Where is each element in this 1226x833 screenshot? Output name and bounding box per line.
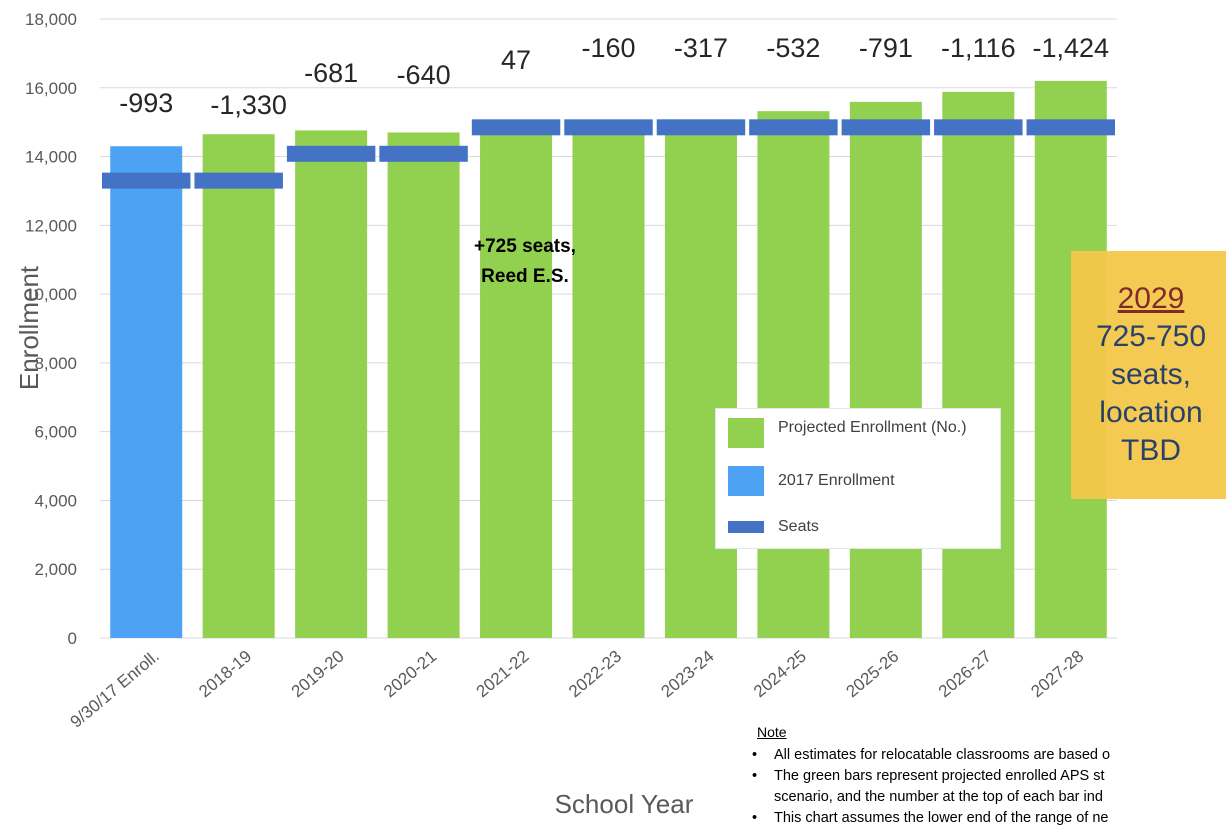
- y-axis-title: Enrollment: [14, 265, 44, 390]
- note-item: The green bars represent projected enrol…: [752, 766, 1226, 787]
- y-tick-label: 6,000: [34, 423, 77, 442]
- legend-label-seats: Seats: [778, 518, 819, 535]
- bar-value-label: -160: [581, 33, 635, 63]
- y-tick-label: 18,000: [25, 10, 77, 29]
- callout-line-3: location: [1099, 396, 1203, 429]
- y-tick-label: 14,000: [25, 148, 77, 167]
- legend-label-2017: 2017 Enrollment: [778, 472, 895, 489]
- bar-value-label: 47: [501, 45, 531, 75]
- seat-line: [841, 119, 931, 136]
- callout-2029: 2029 725-750 seats, location TBD: [1071, 251, 1226, 499]
- x-tick-label: 2022-23: [565, 647, 625, 702]
- bar-value-label: -532: [766, 33, 820, 63]
- bar: [849, 101, 922, 639]
- y-tick-label: 10,000: [25, 285, 77, 304]
- bar: [202, 134, 275, 639]
- bar-value-label: -1,330: [210, 90, 287, 120]
- note-title: Note: [757, 724, 787, 740]
- seat-line: [656, 119, 746, 136]
- bar: [387, 132, 460, 638]
- x-axis-ticks: 9/30/17 Enroll. 2018-19 2019-20 2020-21 2021…: [67, 647, 1088, 732]
- x-tick-label: 2021-22: [473, 647, 533, 702]
- y-tick-label: 16,000: [25, 79, 77, 98]
- x-tick-label: 2020-21: [380, 647, 440, 702]
- x-tick-label: 2019-20: [288, 647, 348, 702]
- note-item-continuation: scenario, and the number at the top of e…: [774, 789, 1103, 805]
- seat-line: [379, 145, 468, 162]
- reed-line-2: Reed E.S.: [481, 266, 569, 287]
- seat-line: [749, 119, 838, 136]
- x-tick-label: 2024-25: [750, 647, 810, 702]
- y-tick-label: 2,000: [34, 560, 77, 579]
- bar: [757, 111, 830, 638]
- chart-legend: Projected Enrollment (No.) 2017 Enrollme…: [716, 409, 1000, 548]
- bars: [110, 80, 1107, 639]
- x-tick-label: 2027-28: [1027, 647, 1087, 702]
- legend-swatch-projected: [728, 418, 764, 448]
- bar: [942, 91, 1015, 639]
- seat-line: [564, 119, 653, 136]
- bar-value-label: -1,116: [941, 33, 1016, 63]
- y-tick-label: 4,000: [34, 491, 77, 510]
- x-axis-title: School Year: [555, 789, 694, 819]
- bar-value-label: -681: [304, 58, 358, 88]
- x-tick-label: 2023-24: [658, 647, 718, 702]
- bar: [480, 129, 553, 639]
- seat-line: [934, 119, 1023, 136]
- bar: [572, 123, 645, 638]
- seat-line: [194, 172, 283, 189]
- callout-line-2: seats,: [1110, 358, 1192, 391]
- bar: [295, 130, 368, 639]
- seat-lines: [102, 119, 1115, 189]
- seat-line: [1026, 119, 1115, 136]
- legend-label-projected: Projected Enrollment (No.): [778, 419, 967, 436]
- seat-line: [102, 172, 191, 189]
- seat-line: [286, 145, 376, 162]
- callout-year: 2029: [1117, 282, 1185, 315]
- callout-line-4: TBD: [1121, 434, 1181, 467]
- callout-line-1: 725-750: [1095, 320, 1207, 353]
- y-tick-label: 8,000: [34, 354, 77, 373]
- legend-swatch-seats: [728, 521, 764, 533]
- legend-item-projected: Projected Enrollment (No.): [728, 418, 978, 448]
- note-list: All estimates for relocatable classrooms…: [752, 745, 1226, 829]
- bar: [664, 119, 737, 639]
- note-item: This chart assumes the lower end of the …: [752, 808, 1226, 829]
- x-tick-label: 2026-27: [935, 647, 995, 702]
- y-axis-ticks: 0 2,000 4,000 6,000 8,000 10,000 12,000 14,000 1…: [25, 10, 77, 648]
- bar-value-label: -791: [859, 33, 913, 63]
- bar: [110, 146, 183, 638]
- bar-value-label: -993: [119, 88, 173, 118]
- bar-value-labels: -993 -1,330 -681 -640 47 -160 -317 -532 -791 -1,1…: [119, 33, 1109, 120]
- bar-value-label: -317: [674, 33, 728, 63]
- legend-item-2017: 2017 Enrollment: [728, 466, 895, 496]
- seat-line: [471, 119, 561, 136]
- y-tick-label: 0: [68, 629, 77, 648]
- legend-swatch-2017: [728, 466, 764, 496]
- x-tick-label: 9/30/17 Enroll.: [67, 647, 163, 732]
- note-item: All estimates for relocatable classrooms…: [752, 745, 1226, 766]
- x-tick-label: 2018-19: [195, 647, 255, 702]
- reed-annotation: +725 seats, Reed E.S.: [440, 232, 610, 292]
- reed-line-1: +725 seats,: [474, 236, 576, 257]
- y-tick-label: 12,000: [25, 216, 77, 235]
- x-tick-label: 2025-26: [842, 647, 902, 702]
- bar-value-label: -640: [397, 60, 451, 90]
- legend-item-seats: Seats: [728, 517, 819, 537]
- bar-value-label: -1,424: [1032, 33, 1109, 63]
